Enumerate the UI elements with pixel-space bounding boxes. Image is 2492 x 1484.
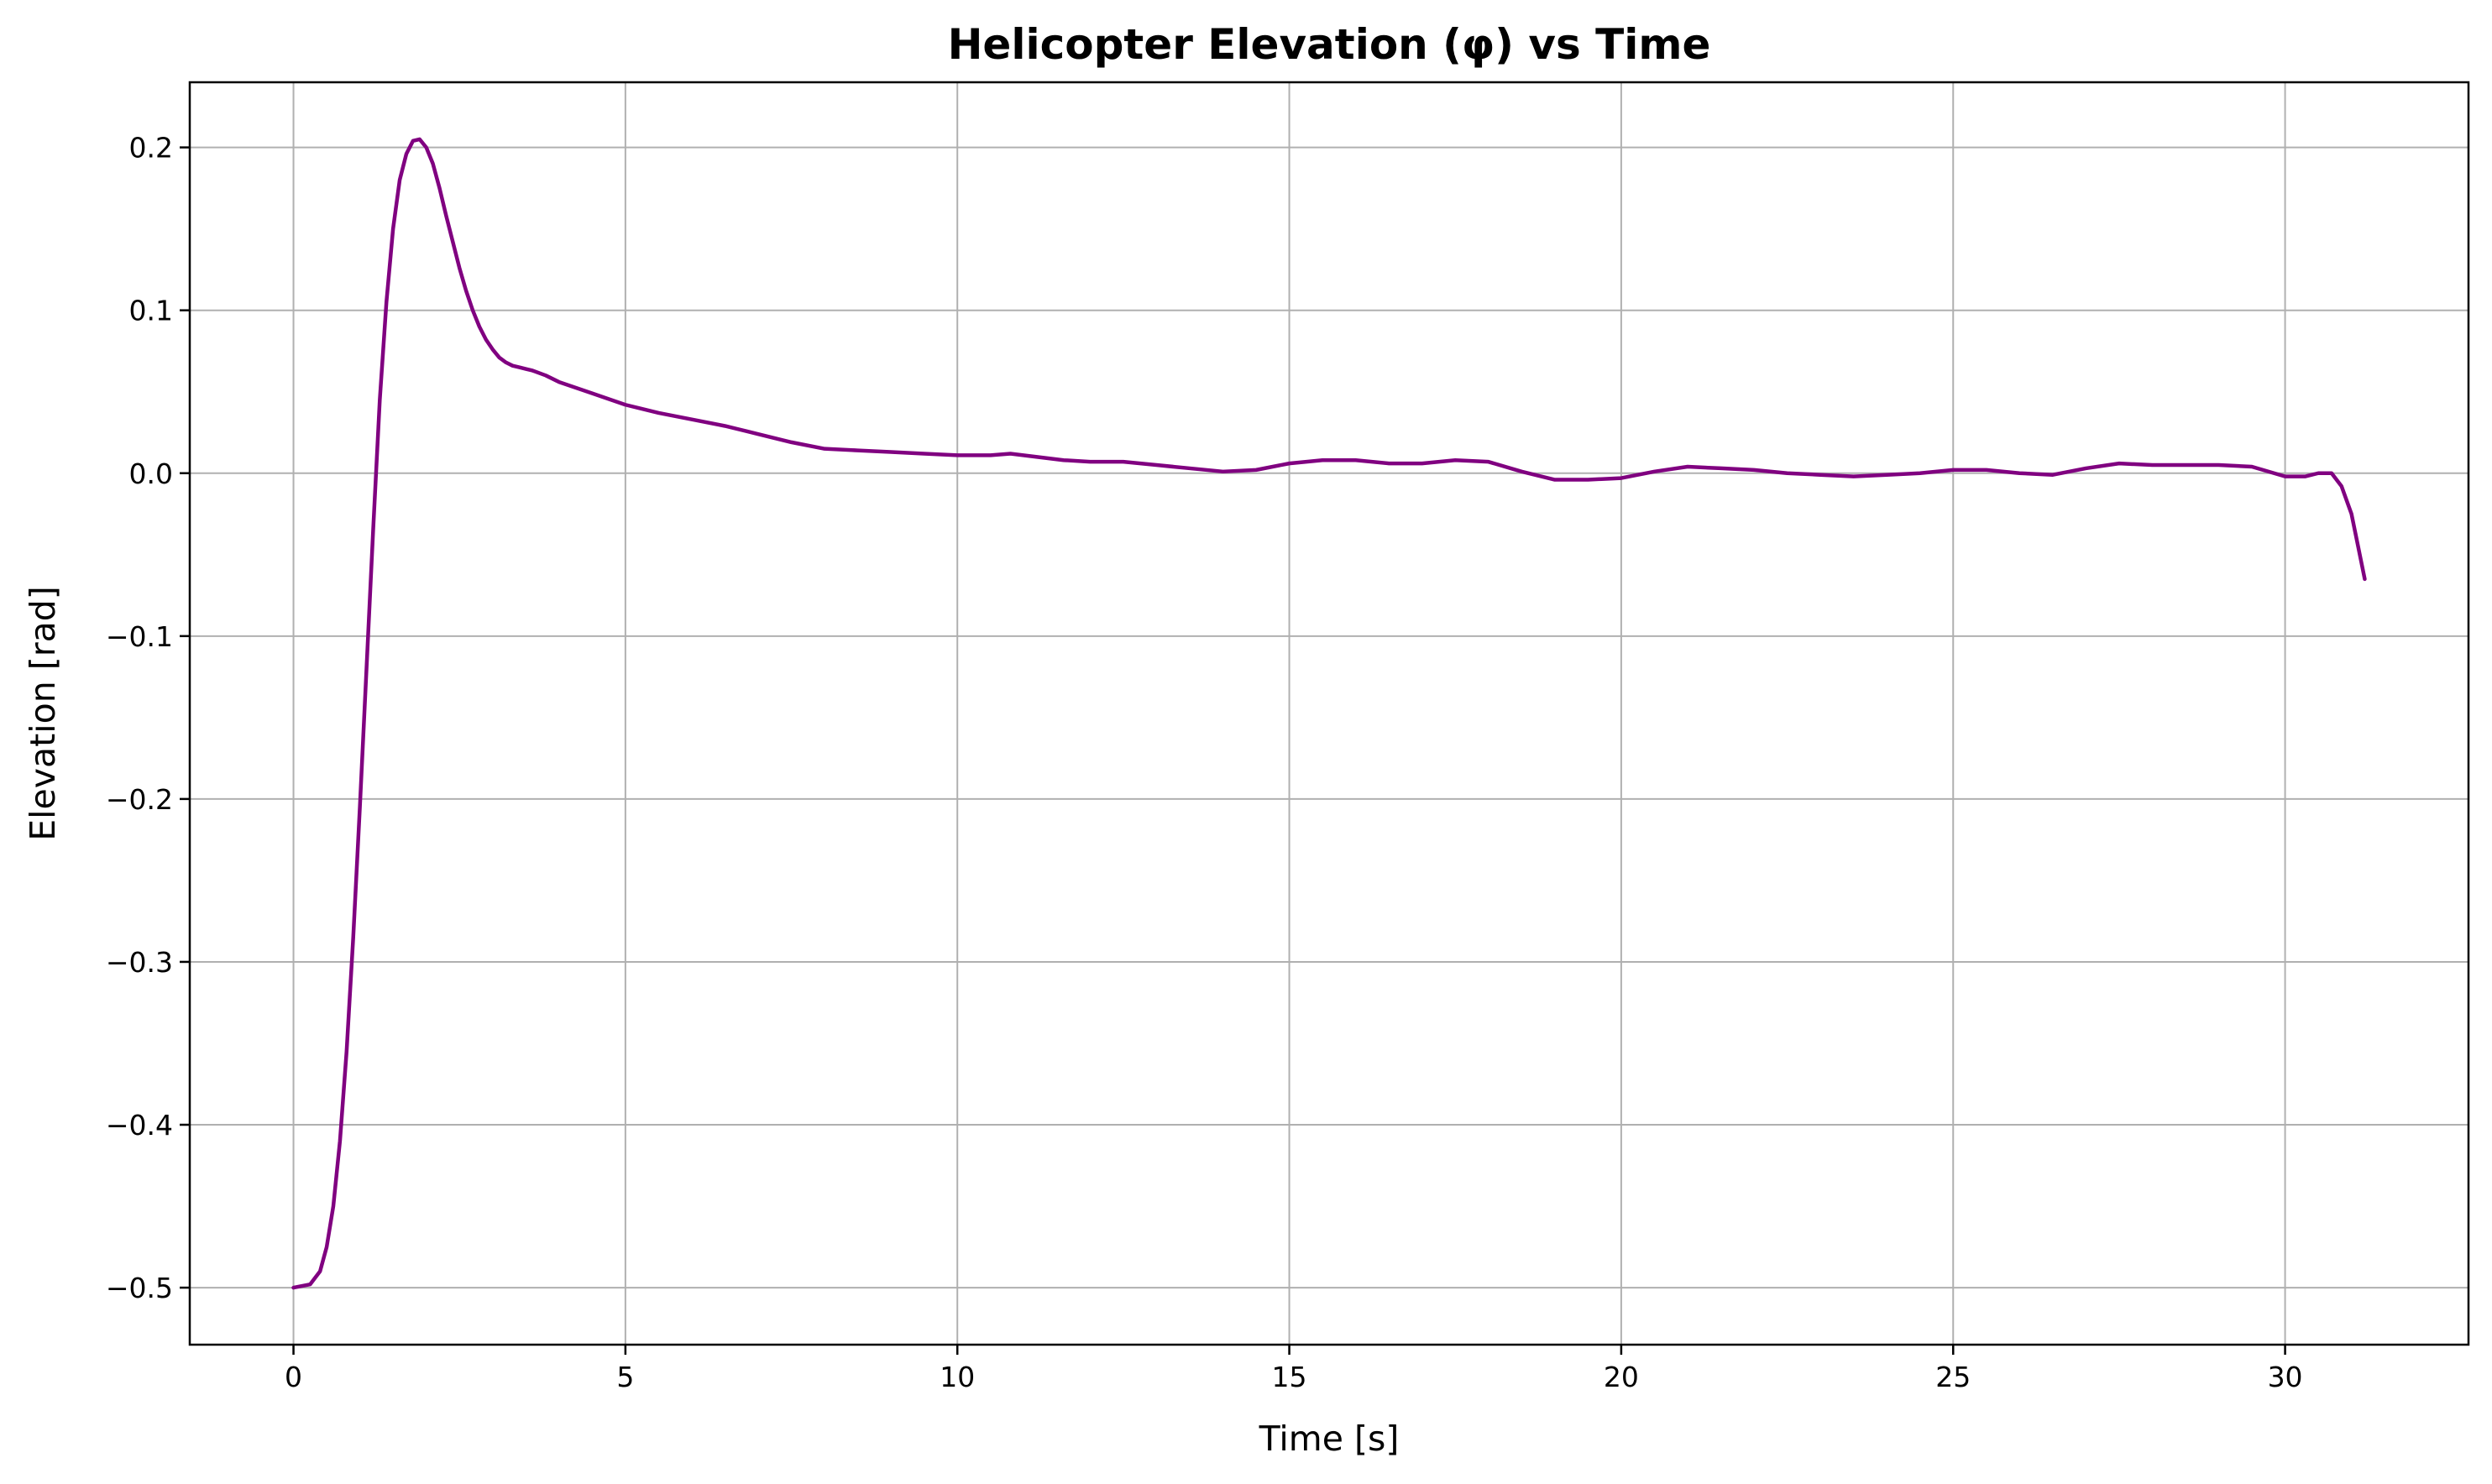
elevation-series-line	[291, 137, 2367, 1290]
y-tick-label: −0.5	[106, 1272, 173, 1304]
y-axis-label: Elevation [rad]	[23, 586, 63, 840]
x-tick-label: 25	[1935, 1361, 1971, 1393]
grid-lines	[190, 82, 2468, 1345]
x-tick-label: 5	[616, 1361, 634, 1393]
x-tick-label: 0	[285, 1361, 302, 1393]
y-tick-label: −0.4	[106, 1109, 173, 1142]
axis-ticks: 0 5 10 15 20 25 30 0.2 0.1 0.0 −0.1 −0.2 −0.3 −0.4 −0.…	[106, 132, 2303, 1393]
data-series-layer	[291, 137, 2367, 1290]
x-tick-label: 20	[1604, 1361, 1639, 1393]
y-tick-label: 0.0	[129, 457, 173, 490]
x-axis-label: Time [s]	[1259, 1419, 1400, 1459]
axes-frame	[188, 81, 2470, 1346]
y-tick-label: −0.3	[106, 946, 173, 979]
y-tick-label: 0.2	[129, 132, 173, 165]
chart-title: Helicopter Elevation (φ) vs Time	[948, 20, 1711, 69]
x-tick-label: 30	[2268, 1361, 2303, 1393]
x-tick-label: 15	[1272, 1361, 1307, 1393]
y-tick-label: 0.1	[129, 295, 173, 327]
x-tick-label: 10	[940, 1361, 975, 1393]
y-tick-label: −0.2	[106, 783, 173, 816]
y-tick-label: −0.1	[106, 620, 173, 653]
